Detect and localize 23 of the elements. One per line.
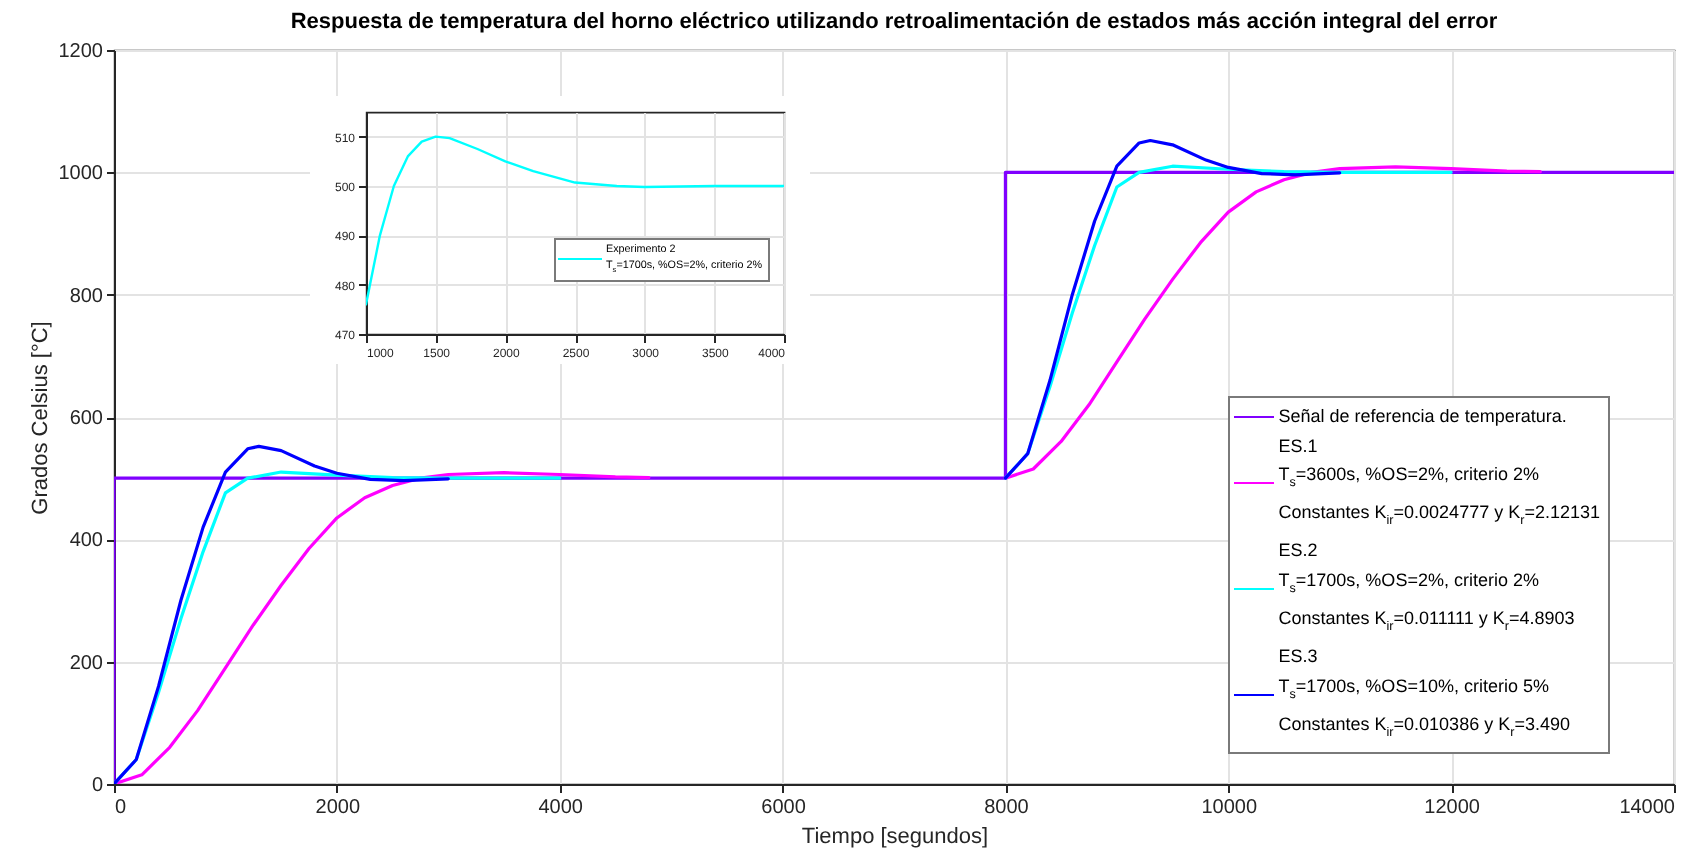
y-tick-label: 1000 — [58, 163, 104, 186]
text: ES.3 T$_{s}$=1700s, %OS=10%, criterio 5% Constantes K$_{ir}$=0.010386 y K$_{r}$=3.490 — [1278, 646, 1570, 740]
y-tick-label: 400 — [69, 530, 104, 553]
y-tick-label: 0 — [91, 775, 104, 797]
y-tick-label: 600 — [69, 408, 104, 430]
x-tick-label: 8000 — [984, 797, 1030, 819]
x-tick-label: 12000 — [1424, 797, 1481, 819]
x-axis-title: Tiempo [segundos] — [801, 825, 989, 849]
x-tick-label: 6000 — [761, 797, 807, 819]
x-tick-label: 4000 — [538, 797, 584, 819]
legend-label: Señal de referencia de temperatura. — [1278, 404, 1567, 431]
x-tick-label: 2000 — [315, 797, 361, 819]
y-tick-label: 1200 — [58, 41, 104, 63]
x-tick-label: 0 — [115, 797, 127, 819]
y-tick-label: 800 — [69, 285, 104, 308]
y-tick-label: 200 — [69, 652, 104, 675]
x-tick-label: 10000 — [1201, 797, 1258, 819]
text: ES.2 T$_{s}$=1700s, %OS=2%, criterio 2% Constantes K$_{ir}$=0.011111 y K$_{r}$=4.8903 — [1278, 540, 1575, 634]
chart-title: Respuesta de temperatura del horno eléctrico utilizando retroalimentación de estados más acción integral del error — [290, 10, 1499, 34]
text: ES.1 T$_{s}$=3600s, %OS=2%, criterio 2% Constantes K$_{ir}$=0.0024777 y K$_{r}$=2.12131 — [1278, 435, 1600, 528]
line-series — [366, 135, 784, 306]
y-axis-title: Grados Celsius [°C] — [28, 321, 53, 515]
x-tick-label: 14000 — [1619, 797, 1676, 819]
